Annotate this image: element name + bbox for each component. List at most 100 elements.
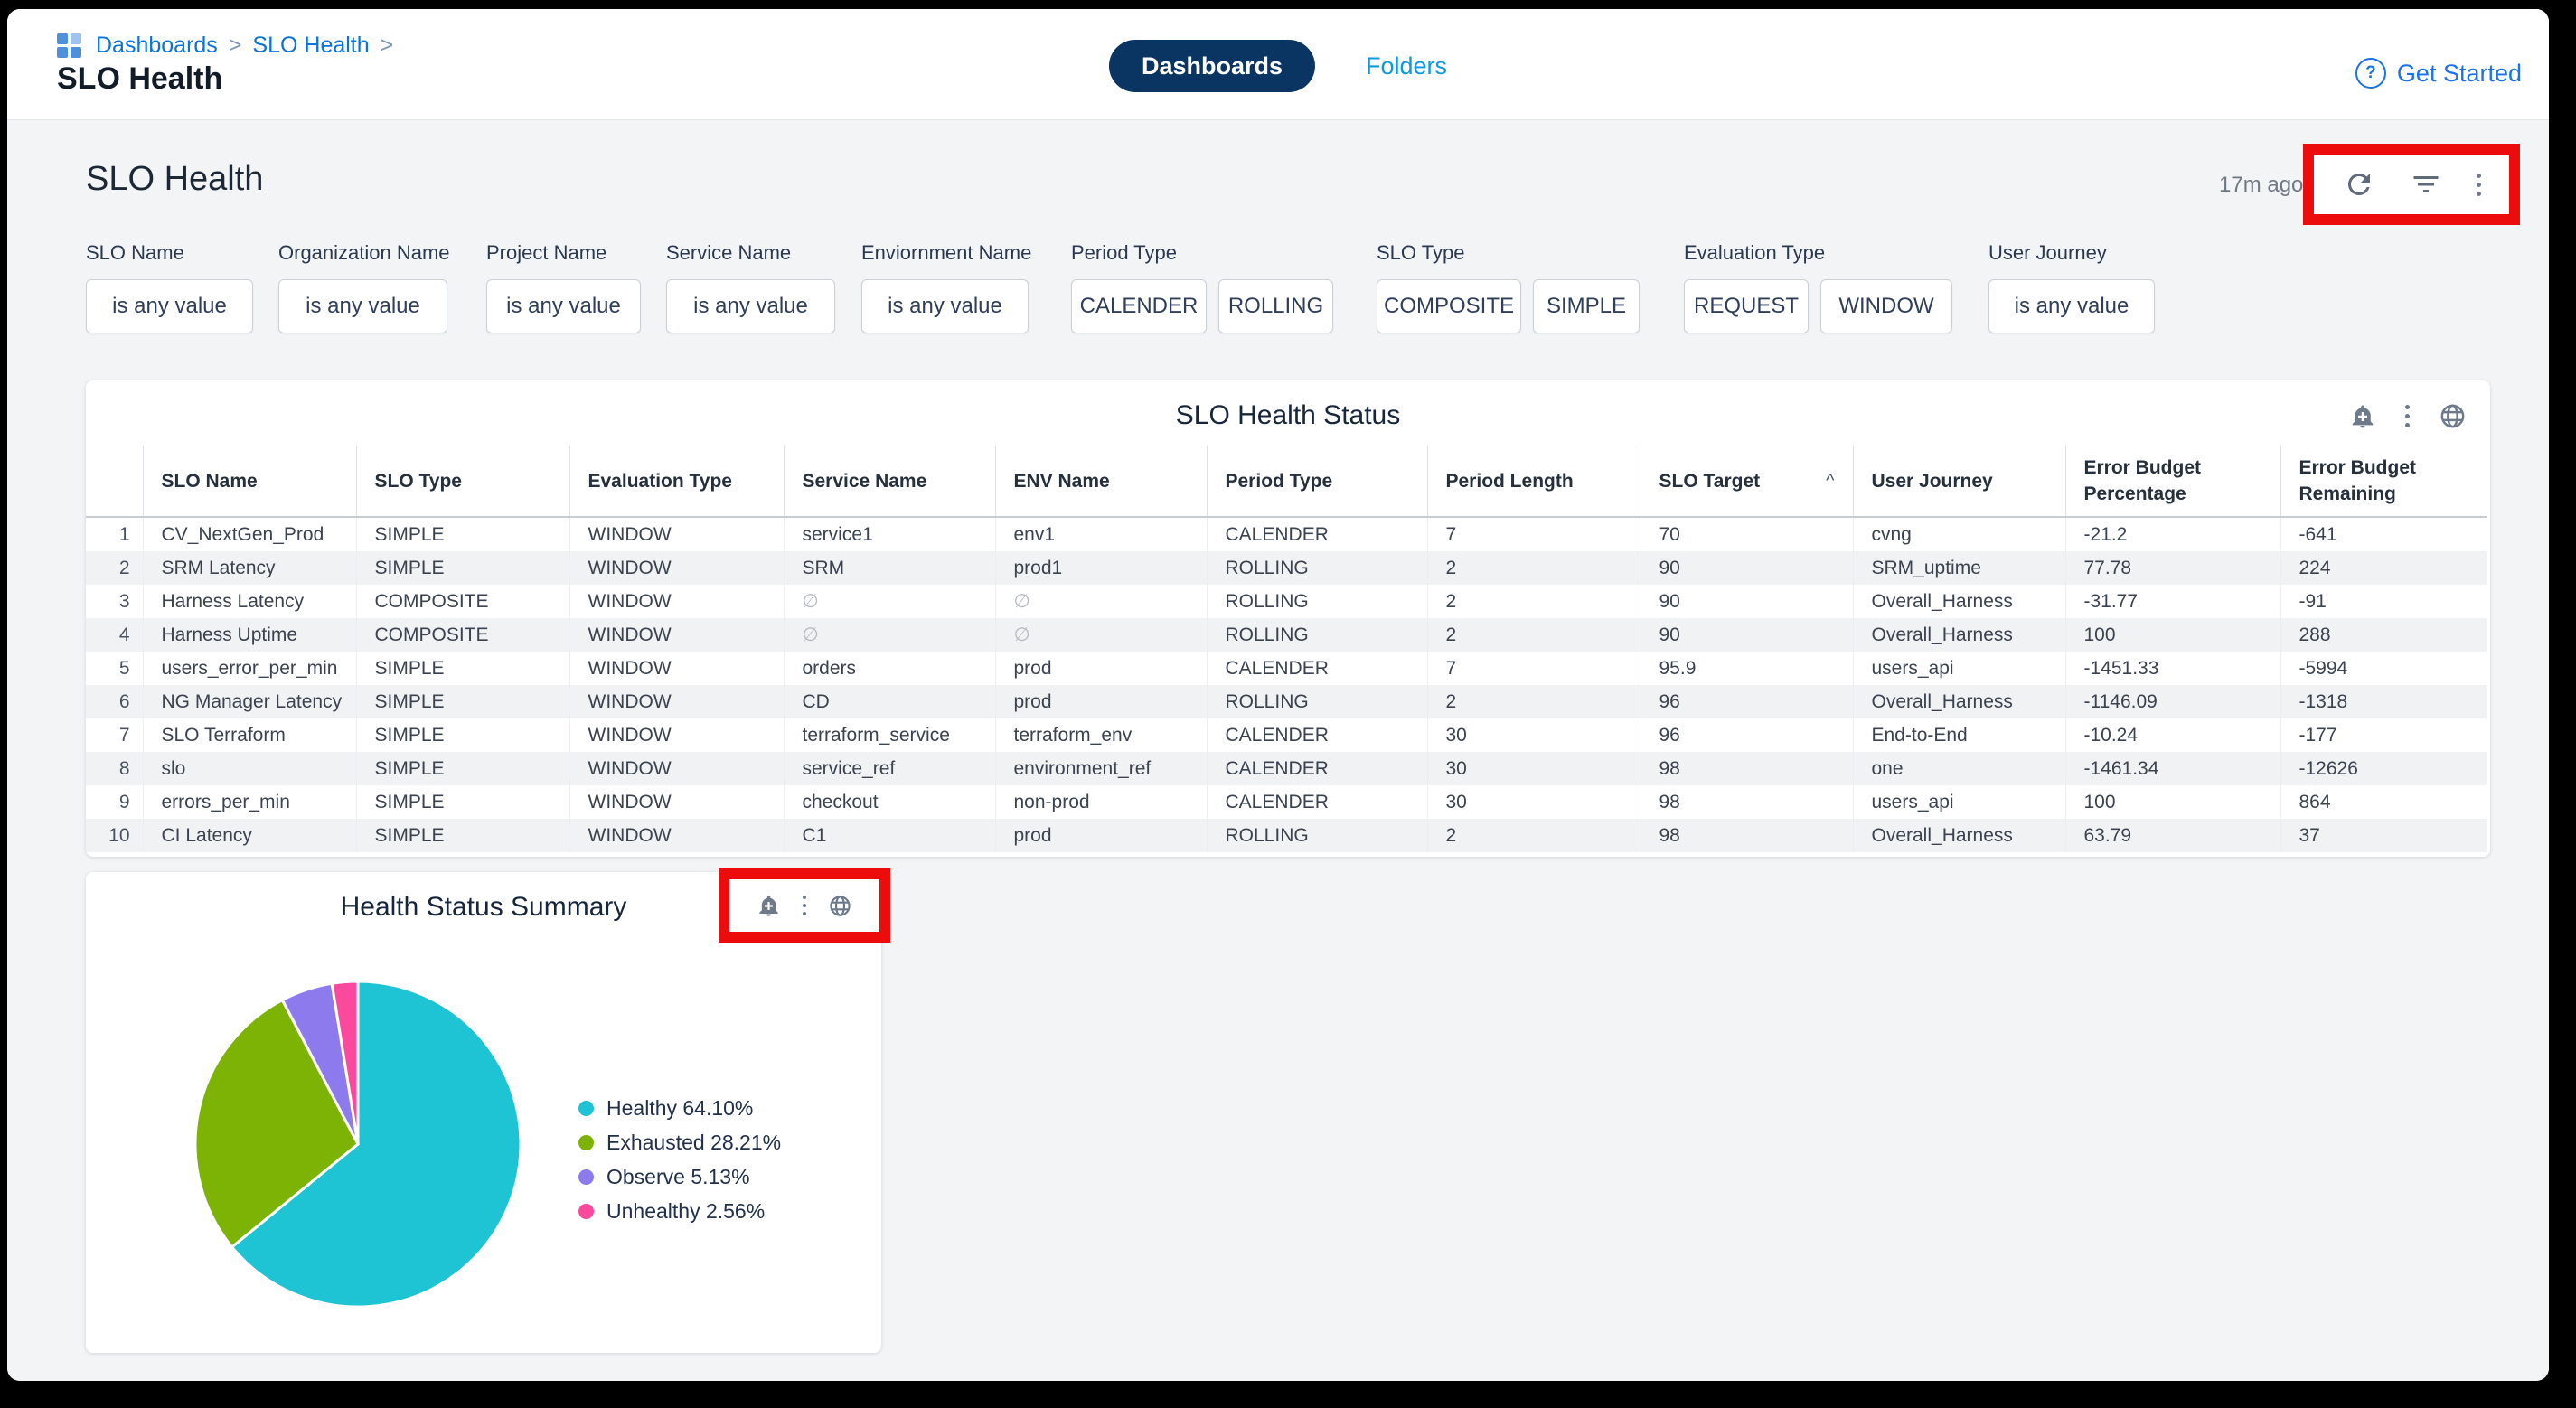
table-cell: WINDOW — [569, 819, 785, 852]
table-cell: 37 — [2280, 819, 2487, 852]
table-cell: CALENDER — [1207, 752, 1428, 785]
breadcrumb-dashboards[interactable]: Dashboards — [96, 33, 218, 58]
row-number: 10 — [86, 819, 144, 852]
legend-item-healthy[interactable]: Healthy 64.10% — [578, 1096, 781, 1121]
table-cell: 2 — [1427, 618, 1641, 652]
filter-value-button[interactable]: CALENDER — [1071, 279, 1207, 333]
legend-item-exhausted[interactable]: Exhausted 28.21% — [578, 1131, 781, 1155]
filter-value-button[interactable]: ROLLING — [1218, 279, 1333, 333]
table-cell: one — [1853, 752, 2066, 785]
column-header-error-budget-remaining[interactable]: Error Budget Remaining — [2280, 446, 2487, 518]
get-started-link[interactable]: ? Get Started — [2355, 58, 2522, 89]
bell-plus-icon — [2352, 405, 2374, 427]
filter-value-button[interactable]: WINDOW — [1820, 279, 1952, 333]
table-cell: users_error_per_min — [143, 652, 357, 685]
filters-button[interactable] — [2410, 168, 2442, 201]
filter-value-button[interactable]: is any value — [278, 279, 447, 333]
dashboard-more-button[interactable] — [2476, 173, 2481, 196]
pie-slice-unhealthy[interactable] — [330, 980, 360, 1145]
breadcrumb-slo-health[interactable]: SLO Health — [252, 33, 370, 58]
table-cell: COMPOSITE — [356, 585, 570, 618]
row-number: 8 — [86, 752, 144, 785]
dashboard-toolbar — [2343, 168, 2481, 201]
filter-value-button[interactable]: is any value — [1988, 279, 2155, 333]
table-more-button[interactable] — [2405, 405, 2410, 427]
table-cell: terraform_env — [995, 718, 1208, 752]
filter-value-button[interactable]: is any value — [666, 279, 835, 333]
filter-group-service-name: Service Name is any value — [666, 241, 835, 333]
table-cell: Overall_Harness — [1853, 585, 2066, 618]
column-header-slo-name[interactable]: SLO Name — [143, 446, 357, 518]
column-header-period-length[interactable]: Period Length — [1427, 446, 1641, 518]
filter-value-button[interactable]: is any value — [86, 279, 253, 333]
sort-asc-icon: ^ — [1826, 470, 1835, 491]
table-cell: WINDOW — [569, 685, 785, 718]
legend-item-observe[interactable]: Observe 5.13% — [578, 1165, 781, 1189]
table-row: 7 SLO Terraform SIMPLE WINDOW terraform_serv… — [86, 718, 2487, 752]
table-cell: ROLLING — [1207, 618, 1428, 652]
row-number: 4 — [86, 618, 144, 652]
column-header-error-budget-percentage[interactable]: Error Budget Percentage — [2065, 446, 2281, 518]
column-header-env-name[interactable]: ENV Name — [995, 446, 1208, 518]
table-cell: 2 — [1427, 585, 1641, 618]
tab-folders[interactable]: Folders — [1366, 52, 1448, 80]
filter-label: SLO Type — [1377, 241, 1465, 264]
table-cell: 98 — [1641, 819, 1854, 852]
filter-group-enviornment-name: Enviornment Name is any value — [861, 241, 1031, 333]
refresh-button[interactable] — [2343, 168, 2375, 201]
legend-label: Exhausted 28.21% — [606, 1131, 782, 1154]
table-cell: service1 — [784, 517, 996, 551]
table-cell: CV_NextGen_Prod — [143, 517, 357, 551]
alert-bell-button[interactable] — [757, 894, 781, 918]
filter-icon — [2413, 176, 2438, 192]
legend-item-unhealthy[interactable]: Unhealthy 2.56% — [578, 1199, 781, 1224]
column-header-evaluation-type[interactable]: Evaluation Type — [569, 446, 785, 518]
column-header-slo-type[interactable]: SLO Type — [356, 446, 570, 518]
last-refreshed: 17m ago — [2219, 173, 2304, 197]
pie-slice-healthy[interactable] — [230, 980, 522, 1309]
table-cell: SIMPLE — [356, 785, 570, 819]
dashboard-area: SLO Health 17m ago SLO Name is any value O… — [7, 119, 2549, 1381]
column-header-service-name[interactable]: Service Name — [784, 446, 996, 518]
pie-slice-exhausted[interactable] — [193, 998, 360, 1249]
table-explore-button[interactable] — [2439, 402, 2467, 430]
filter-value-button[interactable]: is any value — [861, 279, 1029, 333]
legend-dot — [578, 1204, 594, 1219]
table-cell: ∅ — [995, 618, 1208, 652]
column-header-period-type[interactable]: Period Type — [1207, 446, 1428, 518]
table-cell: SIMPLE — [356, 819, 570, 852]
tab-dashboards[interactable]: Dashboards — [1108, 40, 1316, 92]
filter-value-button[interactable]: SIMPLE — [1533, 279, 1640, 333]
pie-legend: Healthy 64.10% Exhausted 28.21% Observe 5.… — [578, 1096, 781, 1234]
table-cell: ROLLING — [1207, 585, 1428, 618]
filter-value-button[interactable]: COMPOSITE — [1377, 279, 1521, 333]
table-cell: orders — [784, 652, 996, 685]
alert-bell-button[interactable] — [2349, 403, 2376, 430]
table-cell: Overall_Harness — [1853, 819, 2066, 852]
filter-value-button[interactable]: REQUEST — [1684, 279, 1809, 333]
table-cell: 2 — [1427, 685, 1641, 718]
summary-card-icons — [757, 894, 852, 918]
table-cell: -1146.09 — [2065, 685, 2281, 718]
column-header-slo-target[interactable]: SLO Target ^ — [1641, 446, 1854, 518]
column-header-user-journey[interactable]: User Journey — [1853, 446, 2066, 518]
summary-more-button[interactable] — [803, 896, 806, 915]
table-cell: 100 — [2065, 785, 2281, 819]
table-cell: terraform_service — [784, 718, 996, 752]
kebab-icon — [803, 896, 806, 915]
breadcrumb-separator: > — [380, 33, 394, 58]
table-header-row: SLO Name SLO Type Evaluation Type Service N… — [86, 446, 2487, 518]
annotation-red-box-summary-icons — [719, 868, 890, 943]
table-cell: -31.77 — [2065, 585, 2281, 618]
filter-value-button[interactable]: is any value — [486, 279, 641, 333]
bell-plus-icon — [759, 895, 778, 916]
health-status-pie-chart[interactable] — [190, 976, 526, 1312]
table-cell: End-to-End — [1853, 718, 2066, 752]
table-cell: 30 — [1427, 785, 1641, 819]
filter-group-project-name: Project Name is any value — [486, 241, 641, 333]
row-number: 3 — [86, 585, 144, 618]
table-cell: ROLLING — [1207, 685, 1428, 718]
summary-explore-button[interactable] — [828, 894, 852, 918]
slo-health-status-table: SLO Name SLO Type Evaluation Type Service N… — [86, 446, 2487, 852]
tabs: Dashboards Folders — [1108, 40, 1448, 92]
